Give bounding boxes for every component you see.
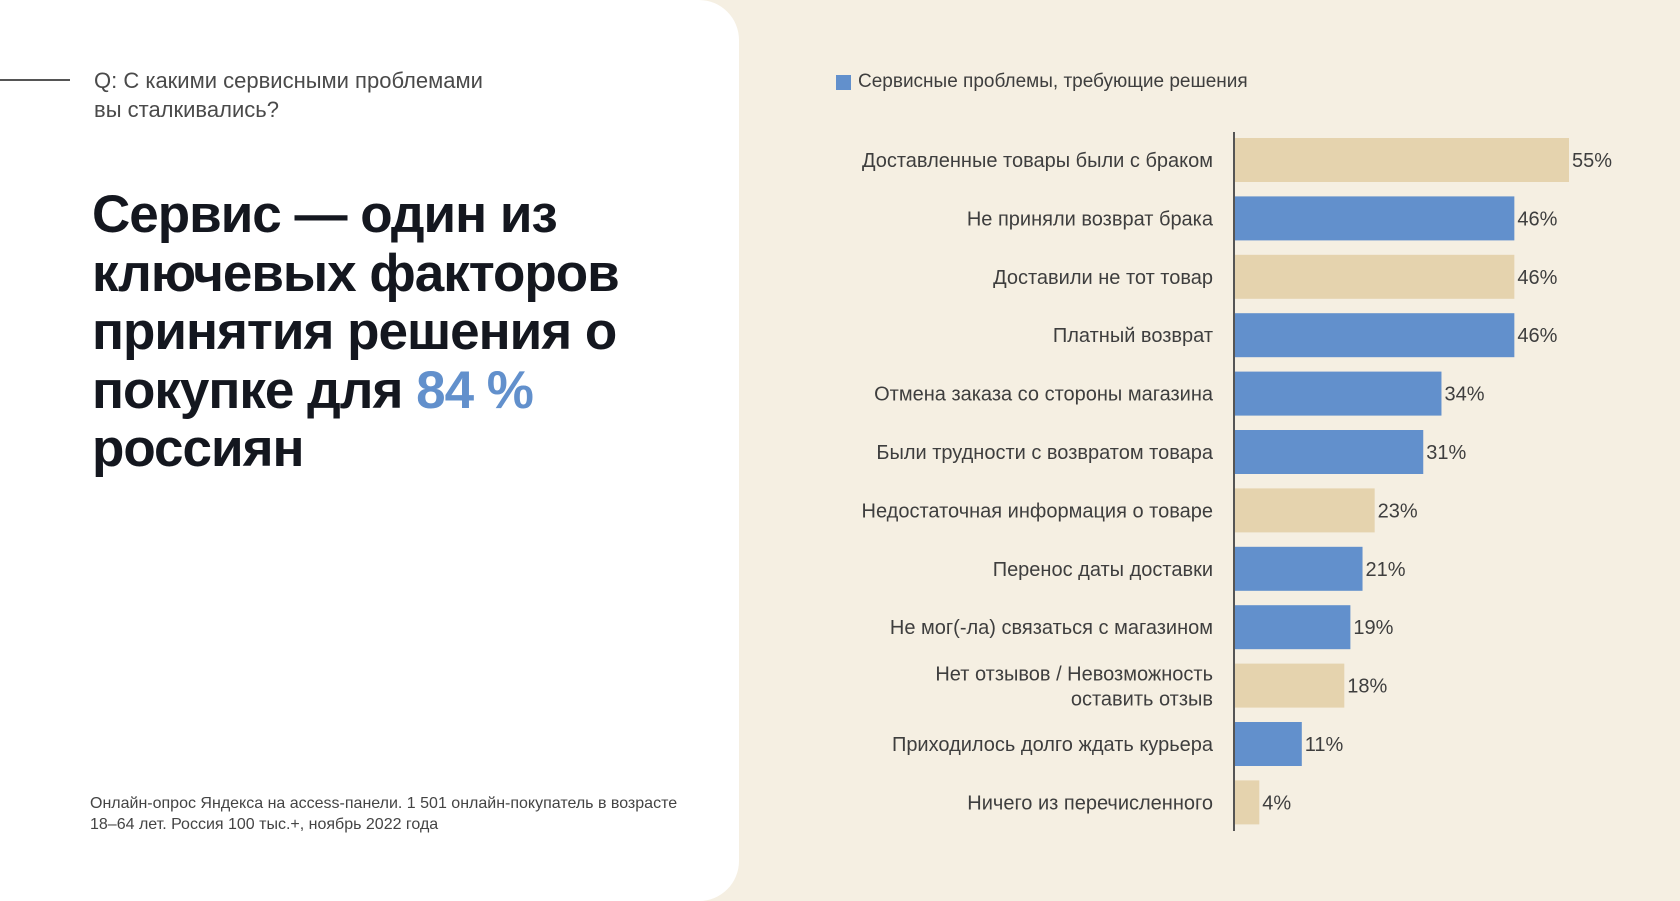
category-label: Были трудности с возвратом товара — [876, 442, 1214, 464]
category-label: Перенос даты доставки — [993, 559, 1213, 581]
bar — [1235, 196, 1515, 241]
value-label: 19% — [1353, 617, 1393, 639]
bar — [1235, 488, 1375, 533]
category-label: Доставили не тот товар — [993, 267, 1213, 289]
headline: Сервис — один из ключевых факторов приня… — [92, 185, 712, 479]
value-label: 23% — [1378, 500, 1418, 522]
category-label: Платный возврат — [1053, 325, 1213, 347]
headline-accent: 84 % — [416, 360, 534, 420]
category-label: Нет отзывов / Невозможность оставить отзы… — [935, 664, 1213, 711]
value-label: 34% — [1444, 384, 1484, 406]
bar — [1235, 605, 1351, 650]
question-text: Q: С какими сервисными проблемами вы ста… — [94, 68, 483, 122]
value-label: 31% — [1426, 442, 1466, 464]
legend-swatch — [836, 74, 851, 90]
value-label: 55% — [1572, 150, 1612, 172]
headline-text-end: россиян — [92, 419, 305, 478]
bar — [1235, 138, 1569, 182]
bar — [1235, 313, 1515, 358]
bar — [1235, 371, 1442, 416]
value-label: 46% — [1517, 208, 1557, 230]
category-label: Недостаточная информация о товаре — [862, 500, 1213, 522]
value-label: 18% — [1347, 676, 1387, 698]
left-panel — [0, 0, 739, 901]
value-label: 11% — [1305, 734, 1344, 756]
category-label: Доставленные товары были с браком — [862, 150, 1213, 172]
headline-text: Сервис — один из ключевых факторов приня… — [92, 185, 620, 420]
bar — [1235, 663, 1345, 708]
value-label: 4% — [1262, 792, 1291, 814]
category-label: Отмена заказа со стороны магазина — [874, 384, 1214, 406]
legend: Сервисные проблемы, требующие решения — [836, 71, 1248, 93]
bar — [1235, 430, 1424, 474]
bar — [1235, 546, 1363, 591]
category-label: Не мог(-ла) связаться с магазином — [890, 617, 1213, 639]
bar — [1235, 254, 1515, 299]
bar — [1235, 780, 1260, 825]
bar — [1235, 722, 1302, 766]
value-label: 21% — [1366, 559, 1406, 581]
divider-line — [0, 79, 70, 81]
footnote: Онлайн-опрос Яндекса на access-панели. 1… — [90, 795, 678, 833]
value-label: 46% — [1517, 267, 1557, 289]
legend-label: Сервисные проблемы, требующие решения — [858, 71, 1248, 92]
category-label: Приходилось долго ждать курьера — [892, 734, 1214, 756]
value-label: 46% — [1517, 325, 1557, 347]
category-label: Не приняли возврат брака — [967, 208, 1214, 230]
category-label: Ничего из перечисленного — [967, 792, 1213, 814]
